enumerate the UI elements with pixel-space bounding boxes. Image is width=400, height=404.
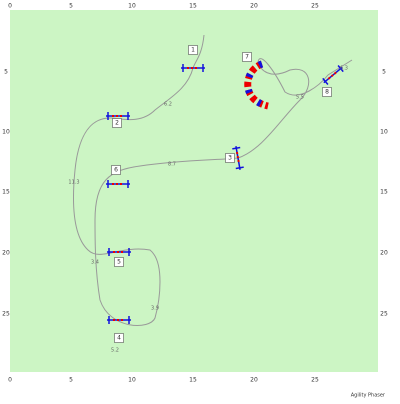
distance-label: 3.4 (91, 260, 99, 266)
bottom-tick-label: 5 (69, 377, 73, 384)
left-tick-label: 25 (2, 311, 10, 318)
obstacle-number: 2 (115, 120, 119, 127)
top-tick-label: 0 (8, 3, 12, 10)
obstacle-box (112, 118, 122, 128)
left-tick-label: 10 (2, 129, 10, 136)
obstacle-box (188, 45, 198, 55)
jump (107, 316, 131, 324)
tunnel (244, 60, 270, 110)
top-tick-label: 10 (128, 3, 136, 10)
bottom-tick-label: 10 (128, 377, 136, 384)
obstacle-number: 3 (228, 155, 232, 162)
jump (181, 64, 205, 72)
bottom-tick-label: 15 (189, 377, 197, 384)
jump-post (337, 65, 344, 73)
top-tick-label: 15 (189, 3, 197, 10)
bottom-tick-label: 25 (311, 377, 319, 384)
distance-label: 6.3 (340, 66, 348, 72)
obstacle-box (225, 153, 235, 163)
obstacle-number: 8 (325, 89, 329, 96)
right-tick-label: 15 (380, 189, 388, 196)
distance-label: 6.2 (164, 102, 172, 108)
distance-label: 3.9 (151, 306, 159, 312)
left-tick-label: 5 (4, 69, 8, 76)
jump (232, 146, 244, 170)
jump (322, 65, 344, 85)
obstacle-box (111, 165, 121, 175)
right-tick-label: 10 (380, 129, 388, 136)
right-tick-label: 25 (380, 311, 388, 318)
obstacle-box (114, 257, 124, 267)
right-tick-label: 5 (382, 69, 386, 76)
obstacle-number: 7 (245, 54, 249, 61)
obstacle-number: 5 (117, 259, 121, 266)
obstacle-number: 4 (117, 335, 121, 342)
distance-label: 11.3 (68, 180, 79, 186)
distance-label: 8.7 (168, 162, 176, 168)
top-tick-label: 20 (250, 3, 258, 10)
right-tick-label: 20 (380, 250, 388, 257)
distance-label: 5.5 (296, 95, 304, 101)
obstacle-number: 6 (114, 167, 118, 174)
jump (107, 248, 131, 256)
jump-post (322, 77, 329, 85)
obstacle-number: 1 (191, 47, 195, 54)
obstacle-box (242, 52, 252, 62)
bottom-tick-label: 0 (8, 377, 12, 384)
left-tick-label: 15 (2, 189, 10, 196)
jump-post (232, 146, 241, 150)
jump-bar (235, 146, 241, 170)
left-tick-label: 20 (2, 250, 10, 257)
top-tick-label: 25 (311, 3, 319, 10)
jump (106, 112, 130, 120)
jump-post (235, 166, 244, 170)
bottom-tick-label: 20 (250, 377, 258, 384)
top-tick-label: 5 (69, 3, 73, 10)
course-path (72, 34, 353, 326)
jump (106, 180, 130, 188)
obstacle-box (114, 333, 124, 343)
obstacle-box (322, 87, 332, 97)
footer: Agility Phaser (351, 393, 386, 399)
distance-label: 5.2 (111, 348, 119, 354)
field (10, 10, 378, 372)
